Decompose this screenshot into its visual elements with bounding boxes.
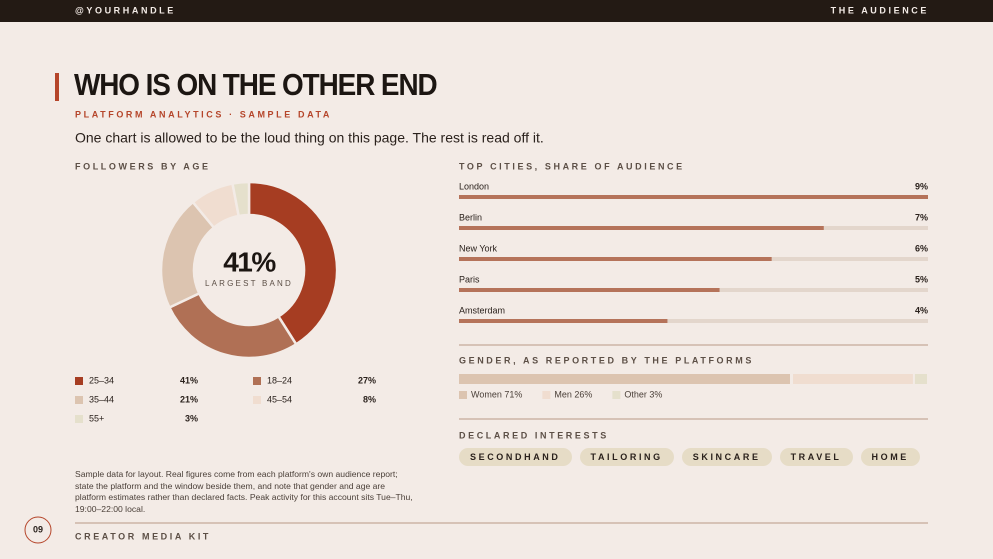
city-label: New York <box>459 243 498 253</box>
chart-title: FOLLOWERS BY AGE <box>75 161 211 171</box>
handle: @YOURHANDLE <box>75 5 176 15</box>
legend-swatch <box>253 396 261 404</box>
city-label: Berlin <box>459 212 482 222</box>
city-label: Amsterdam <box>459 305 505 315</box>
legend-value: 21% <box>180 394 198 404</box>
footer-label: CREATOR MEDIA KIT <box>75 531 211 541</box>
legend-value: 8% <box>363 394 376 404</box>
city-value: 5% <box>915 274 928 284</box>
city-label: Paris <box>459 274 480 284</box>
bar-track <box>459 319 928 323</box>
page-circle <box>24 516 52 544</box>
bar <box>459 257 772 261</box>
legend-label: Men 26% <box>554 389 592 399</box>
legend-swatch <box>75 415 83 423</box>
gender-segment <box>914 374 927 384</box>
donut-slice <box>167 291 298 360</box>
chart-title: GENDER, AS REPORTED BY THE PLATFORMS <box>459 355 754 365</box>
title: WHO IS ON THE OTHER END <box>74 68 437 103</box>
bar <box>459 288 720 292</box>
city-value: 6% <box>915 243 928 253</box>
top-bar <box>0 0 993 22</box>
legend-label: 35–44 <box>89 394 114 404</box>
legend-swatch <box>459 391 467 399</box>
page-number: 09 <box>33 524 43 534</box>
bar <box>459 319 668 323</box>
legend-swatch <box>75 396 83 404</box>
legend-label: 18–24 <box>267 375 292 385</box>
lede: One chart is allowed to be the loud thin… <box>75 130 544 146</box>
section-title: DECLARED INTERESTS <box>459 430 609 440</box>
interest-tag: TRAVEL <box>779 448 853 466</box>
interest-tag: SECONDHAND <box>459 448 572 466</box>
city-value: 4% <box>915 305 928 315</box>
legend-label: 55+ <box>89 413 104 423</box>
center-value: 41% <box>223 246 276 277</box>
legend-value: 41% <box>180 375 198 385</box>
donut-slice <box>231 180 251 218</box>
accent <box>55 73 59 101</box>
section: THE AUDIENCE <box>831 5 929 15</box>
city-label: London <box>459 181 489 191</box>
bar <box>459 195 928 199</box>
legend-label: Women 71% <box>471 389 522 399</box>
footnote: Sample data for layout. Real figures com… <box>75 469 413 514</box>
legend-label: 25–34 <box>89 375 114 385</box>
legend-swatch <box>612 391 621 399</box>
city-value: 7% <box>915 212 928 222</box>
legend-label: Other 3% <box>624 389 662 399</box>
interest-tag: TAILORING <box>579 448 674 466</box>
subtitle: PLATFORM ANALYTICS · SAMPLE DATA <box>75 109 332 119</box>
legend-value: 3% <box>185 413 198 423</box>
city-value: 9% <box>915 181 928 191</box>
legend-swatch <box>75 377 83 385</box>
legend-value: 27% <box>358 375 376 385</box>
legend-label: 45–54 <box>267 394 292 404</box>
bar <box>459 226 824 230</box>
gender-segment <box>792 374 913 384</box>
donut-slice <box>247 180 339 347</box>
gender-segment <box>459 374 790 384</box>
interest-tag: SKINCARE <box>681 448 772 466</box>
center-label: LARGEST BAND <box>205 279 293 288</box>
interest-tag: HOME <box>860 448 920 466</box>
legend-swatch <box>542 391 551 399</box>
tags: SECONDHAND TAILORING SKINCARE TRAVEL HOME <box>459 448 920 466</box>
chart-title: TOP CITIES, SHARE OF AUDIENCE <box>459 161 685 171</box>
legend-swatch <box>253 377 261 385</box>
